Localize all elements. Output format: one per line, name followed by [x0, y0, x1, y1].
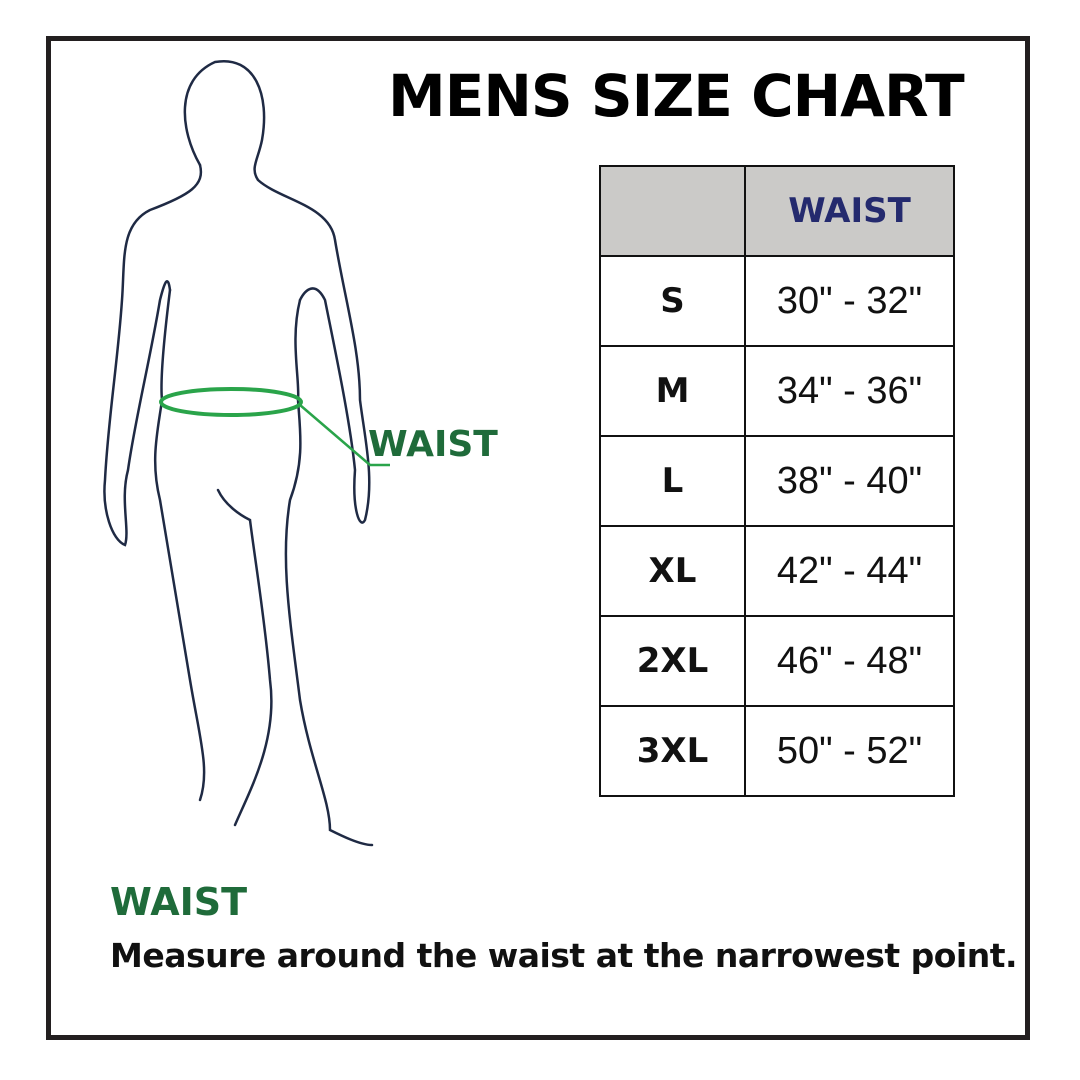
waist-cell: 30" - 32" — [744, 255, 955, 347]
size-cell: 3XL — [599, 705, 746, 797]
note-text: Measure around the waist at the narrowes… — [110, 936, 1018, 975]
table-row: L 38" - 40" — [599, 435, 955, 527]
waist-cell: 38" - 40" — [744, 435, 955, 527]
table-row: S 30" - 32" — [599, 255, 955, 347]
size-table: WAIST S 30" - 32" M 34" - 36" L 38" - 40" X… — [599, 165, 955, 797]
header-size-cell — [599, 165, 746, 257]
note-title: WAIST — [110, 880, 248, 924]
size-cell: S — [599, 255, 746, 347]
waist-cell: 34" - 36" — [744, 345, 955, 437]
waist-cell: 50" - 52" — [744, 705, 955, 797]
table-header-row: WAIST — [599, 165, 955, 257]
size-cell: L — [599, 435, 746, 527]
page-title: MENS SIZE CHART — [388, 62, 965, 130]
table-row: XL 42" - 44" — [599, 525, 955, 617]
size-cell: XL — [599, 525, 746, 617]
header-waist-cell: WAIST — [744, 165, 955, 257]
table-row: M 34" - 36" — [599, 345, 955, 437]
size-cell: M — [599, 345, 746, 437]
table-row: 2XL 46" - 48" — [599, 615, 955, 707]
waist-measure-loop — [159, 387, 303, 417]
table-row: 3XL 50" - 52" — [599, 705, 955, 797]
frame-border — [46, 36, 1030, 1040]
waist-cell: 42" - 44" — [744, 525, 955, 617]
body-figure-illustration — [103, 59, 390, 847]
waist-cell: 46" - 48" — [744, 615, 955, 707]
size-cell: 2XL — [599, 615, 746, 707]
figure-waist-label: WAIST — [368, 424, 498, 465]
waist-pointer-line — [299, 404, 390, 467]
